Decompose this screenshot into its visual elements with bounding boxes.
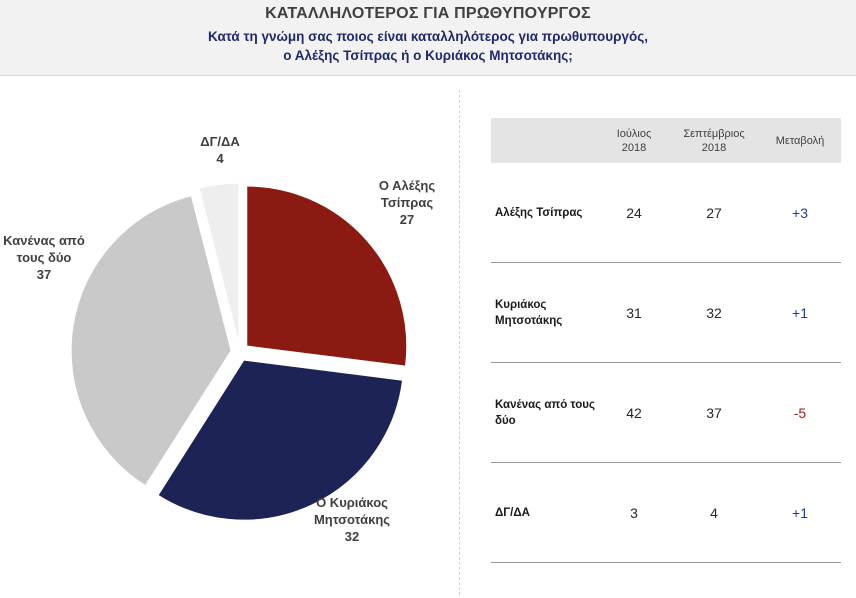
pie-slice [246,185,408,367]
table-row: Κυριάκος Μητσοτάκης 31 32 +1 [491,263,841,363]
table-header: Ιούλιος 2018 Σεπτέμβριος 2018 Μεταβολή [491,118,841,163]
header: ΚΑΤΑΛΛΗΛΟΤΕΡΟΣ ΓΙΑ ΠΡΩΘΥΠΟΥΡΓΟΣ Κατά τη … [0,0,856,76]
july-value: 31 [626,304,642,321]
change-value: +1 [792,304,808,321]
table-row: ΔΓ/ΔΑ 3 4 +1 [491,463,841,563]
question-line-2: ο Αλέξης Τσίπρας ή ο Κυριάκος Μητσοτάκης… [283,48,573,63]
july-value: 24 [626,204,642,221]
row-label: ΔΓ/ΔΑ [495,506,530,519]
pie-chart: Ο Αλέξης Τσίπρας 27 Ο Κυριάκος Μητσοτάκης 32 Κ… [3,134,435,544]
change-value: +3 [792,204,808,221]
row-label: Αλέξης Τσίπρας [495,206,583,219]
july-value: 3 [630,504,638,521]
dashed-divider [459,90,460,595]
pie-slice [157,359,404,521]
question-line-1: Κατά τη γνώμη σας ποιος είναι καταλληλότ… [208,29,648,44]
change-value: -5 [793,404,807,421]
header-september: Σεπτέμβριος 2018 [683,127,745,154]
table-row: Αλέξης Τσίπρας 24 27 +3 [491,163,841,263]
comparison-table: Ιούλιος 2018 Σεπτέμβριος 2018 Μεταβολή Αλέ… [491,118,841,563]
slice-label: Ο Αλέξης Τσίπρας 27 [379,178,435,227]
slice-label: Κανένας από τους δύο 37 [3,233,85,282]
slice-label: ΔΓ/ΔΑ 4 [200,134,240,166]
pie-slice [198,182,240,344]
header-change: Μεταβολή [775,134,825,147]
row-label: Κυριάκος Μητσοτάκης [495,298,563,327]
september-value: 32 [706,304,722,321]
change-value: +1 [792,504,808,521]
row-label: Κανένας από τους δύο [495,398,595,427]
slice-label: Ο Κυριάκος Μητσοτάκης 32 [314,495,390,544]
pie-slice [70,195,232,487]
table-row: Κανένας από τους δύο 42 37 -5 [491,363,841,463]
september-value: 37 [706,404,722,421]
september-value: 27 [706,204,722,221]
header-july: Ιούλιος 2018 [616,127,652,154]
july-value: 42 [626,404,642,421]
page-title: ΚΑΤΑΛΛΗΛΟΤΕΡΟΣ ΓΙΑ ΠΡΩΘΥΠΟΥΡΓΟΣ [265,5,591,22]
september-value: 4 [710,504,718,521]
